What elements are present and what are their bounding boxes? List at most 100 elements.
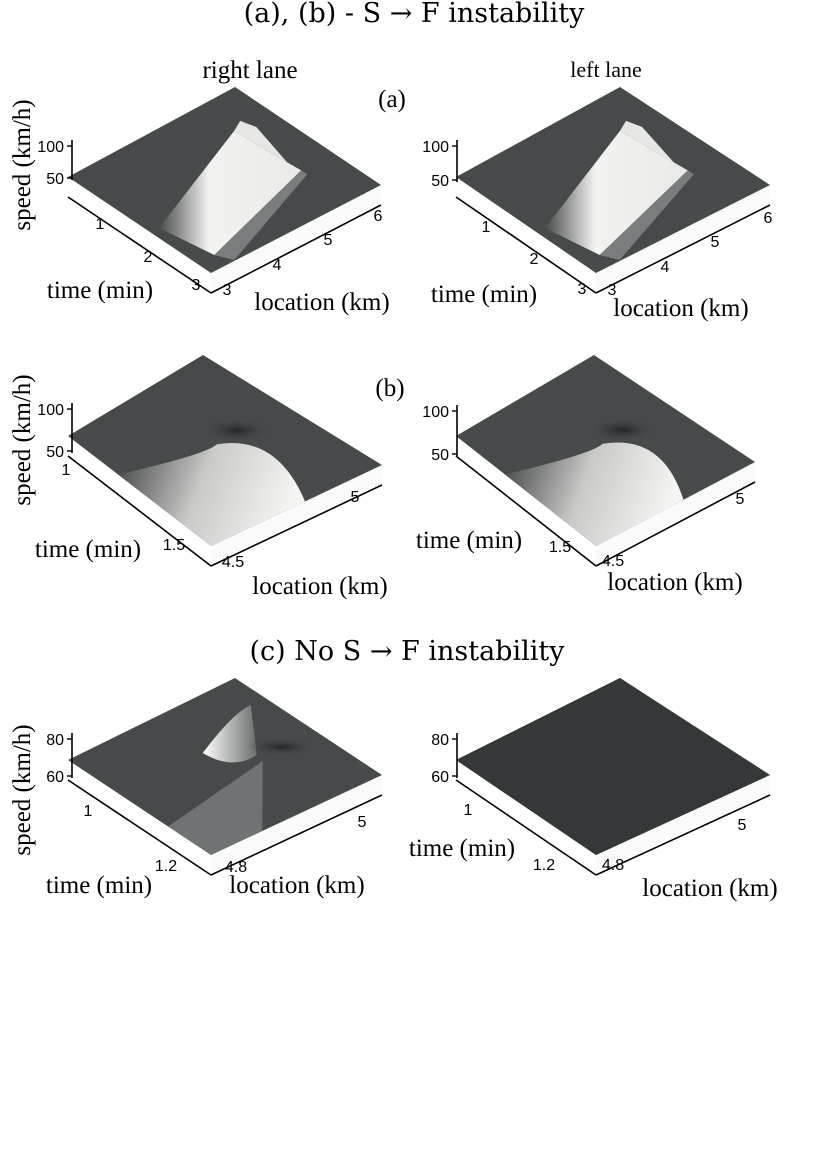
time-axis bbox=[455, 196, 597, 294]
location-tick-label: 5 bbox=[324, 232, 333, 249]
surface-skirt-front bbox=[68, 436, 211, 564]
location-axis bbox=[595, 204, 771, 294]
surface-panel-a-left: 100 50 1 2 3 3 4 5 6 time (min) location (km) bbox=[422, 87, 773, 322]
surface-skirt-front bbox=[456, 760, 596, 873]
time-tick-label: 1.5 bbox=[163, 537, 185, 554]
surface-skirt-front bbox=[456, 177, 596, 291]
surface-panel-c-left: 80 60 1 1.2 4.8 5 time (min) location (km) bbox=[409, 678, 778, 902]
location-tick-label: 4 bbox=[661, 259, 670, 276]
location-tick-label: 5 bbox=[711, 234, 720, 251]
time-axis bbox=[455, 779, 597, 876]
location-axis-title: location (km) bbox=[607, 569, 742, 596]
dip-slope bbox=[168, 761, 263, 855]
speed-wave bbox=[118, 442, 306, 546]
column-label-left-lane: left lane bbox=[570, 57, 641, 82]
location-axis bbox=[210, 484, 383, 567]
z-tick-label: 60 bbox=[431, 769, 449, 786]
time-axis bbox=[67, 455, 212, 567]
time-axis bbox=[67, 779, 212, 876]
time-tick-label: 1 bbox=[96, 216, 105, 233]
location-tick-label: 6 bbox=[764, 210, 773, 227]
time-axis bbox=[455, 455, 597, 567]
z-tick-label: 80 bbox=[46, 732, 64, 749]
surface-skirt-front bbox=[68, 760, 211, 873]
wave-valley bbox=[588, 417, 657, 442]
location-axis bbox=[210, 794, 383, 876]
speed-dip bbox=[246, 737, 315, 756]
time-axis-title: time (min) bbox=[409, 835, 515, 862]
location-tick-label: 4 bbox=[273, 257, 282, 274]
time-axis-title: time (min) bbox=[47, 277, 153, 304]
time-tick-label: 1.2 bbox=[533, 857, 555, 874]
z-tick-label: 100 bbox=[422, 404, 449, 421]
surface-skirt-side bbox=[211, 185, 381, 291]
column-label-right-lane: right lane bbox=[202, 57, 297, 84]
location-tick-label: 3 bbox=[608, 282, 617, 299]
time-axis-title: time (min) bbox=[35, 536, 141, 563]
location-tick-label: 5 bbox=[358, 814, 367, 831]
time-tick-label: 1 bbox=[464, 802, 473, 819]
location-axis bbox=[210, 204, 382, 294]
time-tick-label: 1.2 bbox=[155, 858, 177, 875]
z-tick-label: 50 bbox=[46, 171, 64, 188]
surface-skirt-front bbox=[456, 436, 596, 564]
location-axis-title: location (km) bbox=[613, 295, 748, 322]
location-tick-label: 5 bbox=[351, 489, 360, 506]
location-tick-label: 4.8 bbox=[225, 859, 247, 876]
surface-panel-a-right: 100 50 1 2 3 3 4 5 6 speed (km/h) time (min) locati… bbox=[9, 87, 390, 316]
row-tag-a: (a) bbox=[378, 86, 406, 113]
z-tick-label: 100 bbox=[37, 139, 64, 156]
surface-skirt-side bbox=[596, 775, 770, 873]
z-tick-label: 100 bbox=[422, 139, 449, 156]
z-tick-label: 50 bbox=[431, 173, 449, 190]
ridge-shadow bbox=[599, 170, 694, 260]
z-tick-label: 50 bbox=[46, 444, 64, 461]
time-tick-label: 3 bbox=[578, 281, 587, 298]
ridge-crest bbox=[234, 120, 288, 163]
time-axis-title: time (min) bbox=[46, 872, 152, 899]
time-tick-label: 2 bbox=[530, 251, 539, 268]
surface-skirt-front bbox=[68, 177, 211, 291]
ridge-shadow bbox=[214, 170, 308, 260]
time-tick-label: 1 bbox=[84, 803, 93, 820]
slow-speed-ridge bbox=[545, 130, 688, 255]
location-tick-label: 3 bbox=[223, 282, 232, 299]
surface-plane bbox=[68, 678, 382, 855]
location-axis bbox=[595, 794, 771, 876]
row-tag-b: (b) bbox=[375, 375, 404, 402]
z-tick-label: 80 bbox=[431, 732, 449, 749]
slow-speed-ridge bbox=[159, 130, 302, 255]
location-tick-label: 5 bbox=[736, 491, 745, 508]
speed-wave bbox=[505, 442, 684, 546]
location-axis-title: location (km) bbox=[229, 872, 364, 899]
time-tick-label: 1 bbox=[482, 219, 491, 236]
location-tick-label: 4.5 bbox=[602, 553, 624, 570]
location-tick-label: 5 bbox=[738, 817, 747, 834]
location-tick-label: 6 bbox=[374, 208, 383, 225]
surface-skirt-side bbox=[596, 462, 755, 564]
heading-c: (c) No S → F instability bbox=[250, 636, 566, 667]
z-tick-label: 100 bbox=[37, 402, 64, 419]
surface-panel-b-right: 100 501 1.5 4.5 5 speed (km/h) time (min) locat… bbox=[9, 355, 388, 600]
time-tick-label: 3 bbox=[192, 277, 201, 294]
surface-panel-c-right: 80 60 1 1.2 4.8 5 speed (km/h) time (min) locati… bbox=[9, 678, 383, 899]
z-tick-label: 60 bbox=[46, 769, 64, 786]
time-tick-label: 1 bbox=[62, 462, 71, 479]
z-axis-title: speed (km/h) bbox=[9, 724, 36, 855]
speed-bump bbox=[202, 704, 257, 763]
z-axis-title: speed (km/h) bbox=[9, 374, 36, 505]
location-tick-label: 4.8 bbox=[602, 857, 624, 874]
location-axis-title: location (km) bbox=[642, 875, 777, 902]
time-axis-title: time (min) bbox=[416, 527, 522, 554]
location-axis bbox=[595, 481, 756, 567]
surface-skirt-side bbox=[211, 465, 382, 564]
z-axis-title: speed (km/h) bbox=[9, 99, 36, 230]
location-tick-label: 4.5 bbox=[222, 554, 244, 571]
location-axis-title: location (km) bbox=[252, 573, 387, 600]
location-axis-title: location (km) bbox=[254, 289, 389, 316]
heading-ab: (a), (b) - S → F instability bbox=[244, 0, 585, 29]
time-axis bbox=[67, 196, 212, 294]
time-tick-label: 1.5 bbox=[549, 539, 571, 556]
z-tick-label: 50 bbox=[431, 447, 449, 464]
